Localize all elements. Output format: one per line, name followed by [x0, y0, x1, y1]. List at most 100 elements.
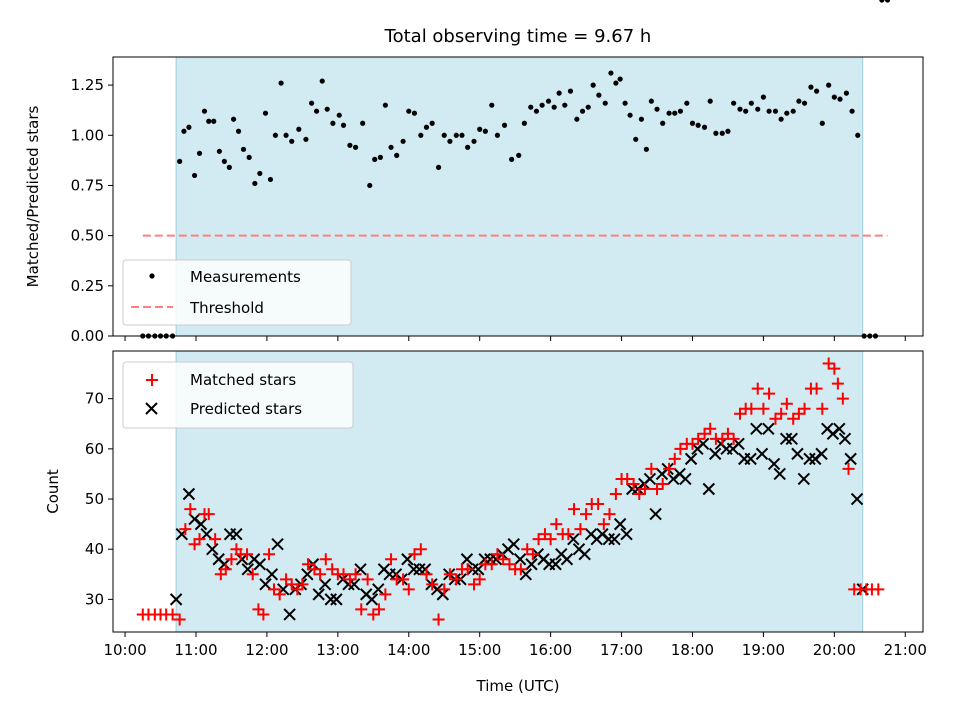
measurement-point: [654, 106, 660, 112]
matched-star-point: [420, 568, 433, 581]
top-legend: Measurements Threshold: [122, 259, 352, 326]
matched-star-point: [273, 588, 286, 601]
matched-star-point: [184, 503, 197, 516]
matched-star-point: [257, 608, 270, 621]
top-y-axis-label: Matched/Predicted stars: [24, 106, 42, 288]
predicted-star-point: [407, 563, 420, 576]
predicted-star-point: [549, 558, 562, 571]
predicted-star-point: [762, 422, 775, 435]
x-tick-label: 14:00: [387, 641, 430, 659]
matched-star-point: [872, 583, 885, 596]
measurement-point: [884, 0, 891, 3]
matched-star-point: [426, 578, 439, 591]
predicted-star-point: [525, 558, 538, 571]
predicted-star-point: [235, 553, 249, 566]
measurement-point: [246, 154, 252, 160]
measurement-point: [617, 76, 623, 82]
predicted-star-point: [513, 553, 527, 566]
predicted-star-point: [436, 588, 450, 601]
measurement-point: [235, 128, 242, 134]
measurement-point: [201, 108, 208, 114]
matched-star-point: [443, 568, 456, 581]
measurement-point: [211, 118, 217, 124]
measurement-point: [843, 90, 849, 96]
matched-star-point: [179, 523, 192, 536]
measurement-point: [790, 108, 796, 114]
matched-star-point: [225, 553, 238, 566]
predicted-star-point: [271, 537, 284, 551]
measurement-point: [283, 132, 289, 138]
matched-star-point: [656, 477, 669, 490]
matched-star-point: [550, 518, 563, 531]
measurement-point: [819, 120, 825, 126]
predicted-star-point: [773, 467, 786, 481]
measurement-point: [602, 100, 608, 106]
measurement-point: [453, 132, 459, 138]
predicted-star-point: [230, 527, 243, 541]
matched-star-point: [668, 452, 681, 465]
predicted-star-point: [365, 593, 379, 606]
predicted-star-point: [253, 558, 267, 571]
measurement-point: [701, 124, 708, 130]
predicted-star-point: [324, 593, 337, 606]
predicted-star-point: [696, 437, 710, 451]
measurement-point: [313, 108, 320, 114]
top-panel: 0.00 0.25 0.50 0.75 1.00 1.25 Matched/Predict…: [24, 0, 924, 345]
predicted-star-point: [301, 568, 314, 581]
matched-star-point: [562, 528, 575, 541]
measurement-point: [303, 136, 309, 142]
predicted-star-point: [413, 563, 426, 576]
x-tick-label: 15:00: [458, 641, 501, 659]
top-y-tick-label: 0.00: [71, 327, 104, 345]
matched-star-point: [568, 503, 581, 516]
top-y-ticks: 0.00 0.25 0.50 0.75 1.00 1.25: [71, 76, 113, 345]
matched-star-point: [343, 573, 356, 586]
measurement-point: [778, 116, 784, 122]
matched-star-point: [780, 397, 793, 410]
measurement-point: [831, 94, 837, 100]
matched-star-point: [497, 553, 510, 566]
measurement-point: [347, 142, 353, 148]
matched-star-point: [592, 498, 605, 511]
measurement-point: [382, 102, 388, 108]
predicted-star-point: [708, 447, 722, 461]
matched-star-point: [296, 578, 309, 591]
measurement-point: [622, 100, 628, 106]
measurement-point: [684, 100, 690, 106]
matched-star-point: [721, 427, 734, 440]
measurement-point: [319, 78, 325, 84]
predicted-star-point: [797, 472, 811, 486]
x-tick-label: 18:00: [671, 641, 714, 659]
matched-star-point: [745, 402, 758, 415]
measurement-point: [677, 108, 684, 114]
matched-star-point: [538, 528, 551, 541]
x-tick-label: 13:00: [316, 641, 359, 659]
matched-star-point: [514, 563, 527, 576]
matched-star-point: [209, 533, 222, 546]
measurement-point: [731, 100, 737, 106]
matched-star-point: [609, 488, 622, 501]
matched-star-point: [337, 568, 350, 581]
matched-star-point: [521, 543, 534, 556]
matched-star-point: [461, 563, 474, 576]
x-tick-label: 20:00: [813, 641, 856, 659]
measurement-point: [267, 176, 274, 183]
predicted-star-point: [418, 563, 432, 576]
measurement-point: [719, 130, 725, 136]
matched-star-point: [432, 613, 445, 626]
measurement-point: [388, 144, 394, 150]
x-tick-label: 17:00: [600, 641, 643, 659]
legend-measurements-label: Measurements: [190, 268, 301, 286]
predicted-star-point: [679, 472, 692, 486]
predicted-star-point: [750, 422, 763, 435]
measurement-point: [596, 92, 602, 98]
matched-star-point: [836, 392, 849, 405]
measurement-point: [638, 116, 645, 122]
matched-star-point: [314, 568, 327, 581]
measurement-point: [574, 116, 580, 122]
measurement-point: [418, 132, 424, 138]
measurement-point: [435, 164, 442, 170]
measurement-point: [372, 156, 378, 162]
measurement-point: [660, 120, 666, 126]
measurement-point: [567, 88, 574, 94]
